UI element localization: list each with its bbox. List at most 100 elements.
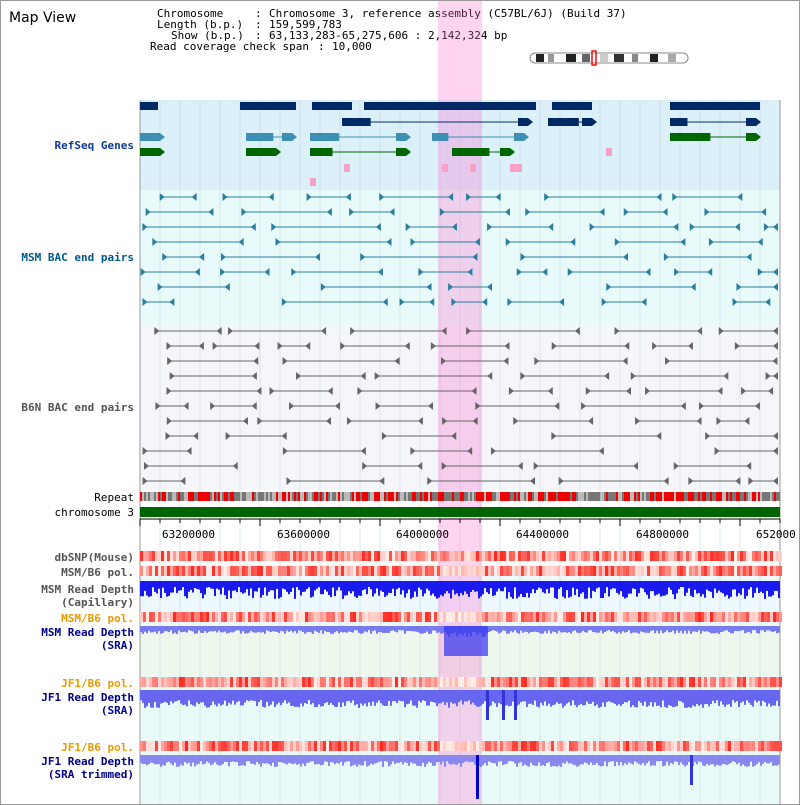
heat-cell: [524, 551, 527, 561]
heat-cell: [383, 677, 386, 687]
depth-bar: [200, 626, 202, 633]
depth-bar: [572, 690, 574, 701]
repeat-cell: [188, 492, 190, 501]
bac-end-marker: [718, 327, 724, 335]
heat-cell: [350, 551, 353, 561]
depth-bar: [590, 755, 592, 763]
heat-cell: [332, 566, 335, 576]
heat-cell: [656, 741, 659, 751]
repeat-cell: [462, 492, 464, 501]
depth-bar: [494, 755, 496, 764]
depth-bar: [398, 690, 400, 701]
depth-bar: [734, 626, 736, 632]
heat-cell: [599, 612, 602, 622]
heat-cell: [140, 612, 143, 622]
depth-bar: [422, 755, 424, 763]
heat-cell: [431, 612, 434, 622]
depth-bar: [740, 755, 742, 767]
depth-bar: [304, 690, 306, 703]
depth-bar: [620, 690, 622, 706]
heat-cell: [437, 677, 440, 687]
heat-cell: [518, 612, 521, 622]
bac-end-marker: [505, 238, 511, 246]
heat-cell: [374, 566, 377, 576]
depth-bar: [498, 755, 500, 762]
heat-cell: [644, 551, 647, 561]
heat-cell: [191, 612, 194, 622]
bac-end-marker: [574, 327, 580, 335]
depth-bar: [532, 626, 534, 633]
depth-bar: [566, 626, 568, 633]
heat-cell: [212, 677, 215, 687]
heat-cell: [746, 677, 749, 687]
depth-bar: [738, 581, 740, 594]
heat-cell: [518, 566, 521, 576]
depth-bar: [248, 690, 250, 702]
repeat-cell: [536, 492, 538, 501]
repeat-cell: [368, 492, 370, 501]
heat-cell: [176, 612, 179, 622]
heat-cell: [641, 741, 644, 751]
depth-bar: [406, 690, 408, 705]
heat-cell: [143, 677, 146, 687]
depth-bar: [146, 626, 148, 634]
heat-cell: [230, 677, 233, 687]
heat-cell: [221, 741, 224, 751]
heat-cell: [617, 677, 620, 687]
heat-cell: [461, 741, 464, 751]
heat-cell: [668, 741, 671, 751]
repeat-cell: [186, 492, 188, 501]
depth-bar: [742, 626, 744, 631]
bac-end-marker: [350, 327, 356, 335]
depth-bar: [702, 581, 704, 595]
repeat-cell: [230, 492, 232, 501]
heat-cell: [572, 741, 575, 751]
heat-cell: [623, 551, 626, 561]
heat-cell: [461, 612, 464, 622]
depth-bar: [696, 581, 698, 594]
depth-bar: [742, 581, 744, 589]
heat-cell: [365, 677, 368, 687]
repeat-cell: [398, 492, 400, 501]
depth-bar: [200, 755, 202, 762]
repeat-cell: [334, 492, 336, 501]
heat-cell: [587, 551, 590, 561]
repeat-cell: [372, 492, 374, 501]
depth-bar: [492, 626, 494, 631]
heat-cell: [617, 566, 620, 576]
heat-cell: [683, 612, 686, 622]
heat-cell: [662, 677, 665, 687]
depth-bar: [250, 690, 252, 701]
depth-bar: [296, 626, 298, 634]
depth-bar: [614, 581, 616, 589]
heat-cell: [758, 741, 761, 751]
depth-bar: [710, 755, 712, 765]
heat-cell: [206, 551, 209, 561]
depth-bar: [492, 755, 494, 763]
heat-cell: [227, 566, 230, 576]
depth-bar: [348, 690, 350, 701]
heat-cell: [653, 551, 656, 561]
depth-bar: [272, 755, 274, 763]
repeat-cell: [610, 492, 612, 501]
depth-bar: [556, 626, 558, 634]
heat-cell: [629, 741, 632, 751]
bac-end-marker: [212, 342, 218, 350]
heat-cell: [428, 612, 431, 622]
bac-end-marker: [326, 417, 332, 425]
depth-bar: [438, 755, 440, 762]
heat-cell: [317, 551, 320, 561]
repeat-cell: [666, 492, 668, 501]
heat-cell: [194, 741, 197, 751]
repeat-cell: [278, 492, 280, 501]
depth-bar: [376, 581, 378, 589]
depth-bar: [214, 581, 216, 597]
grid-lines: [139, 100, 781, 805]
depth-bar: [402, 626, 404, 631]
heat-cell: [710, 566, 713, 576]
depth-bar: [724, 626, 726, 631]
depth-bar: [562, 626, 564, 633]
depth-bar: [472, 581, 474, 590]
bac-end-marker: [773, 447, 778, 455]
